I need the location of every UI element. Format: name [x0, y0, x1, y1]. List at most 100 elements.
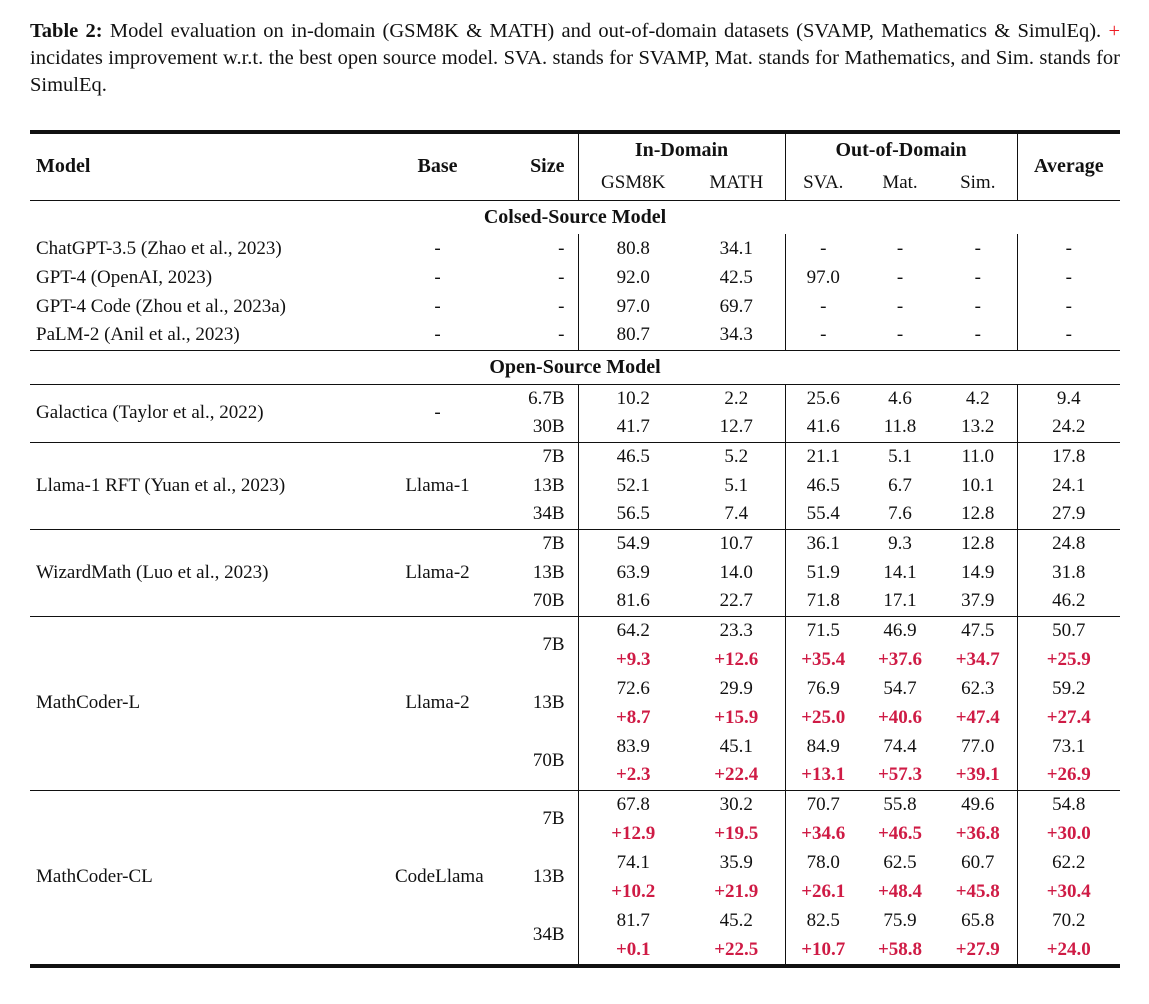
value-cell: 34.1 [719, 237, 753, 259]
value-cell: 78.0 [784, 848, 862, 877]
delta-value-cell: +12.9 [577, 819, 688, 848]
delta-value-cell: +24.0 [1016, 935, 1121, 964]
delta-value-cell: +39.1 [955, 764, 1000, 786]
value-cell: 62.5 [883, 851, 917, 873]
value-cell: 52.1 [577, 471, 688, 500]
size-cell: 70B [532, 590, 565, 612]
value-cell: 25.6 [784, 384, 862, 413]
table-row: GPT-4 (OpenAI, 2023) - -92.0 42.5 97.0- - - [30, 263, 1121, 292]
size-cell: 13B [532, 692, 565, 713]
value-cell: 4.6 [888, 387, 912, 409]
delta-value-cell: +26.9 [1016, 761, 1121, 790]
delta-value-cell: +45.8 [955, 880, 1000, 902]
value-cell: 41.6 [784, 413, 862, 442]
value-cell: 14.0 [719, 561, 753, 583]
delta-value-cell: +0.1 [577, 935, 688, 964]
base-cell: Llama-2 [405, 561, 470, 583]
value-cell: - [974, 295, 981, 317]
delta-value-cell: +2.3 [577, 761, 688, 790]
value-cell: 13.2 [961, 416, 995, 438]
value-cell: 74.1 [577, 848, 688, 877]
value-cell: 72.6 [577, 674, 688, 703]
value-cell: 22.7 [719, 590, 753, 612]
value-cell: 82.5 [784, 906, 862, 935]
table-row: 30B 41.7 12.7 41.6 11.8 13.2 24.2 [30, 413, 1121, 442]
value-cell: 69.7 [719, 295, 753, 317]
value-cell: 24.2 [1016, 413, 1121, 442]
value-cell: - [974, 237, 981, 259]
size-cell: - [558, 295, 565, 317]
delta-value-cell: +21.9 [714, 880, 759, 902]
value-cell: 55.8 [883, 793, 917, 815]
table-header: Model Base Size In-Domain Out-of-Domain … [30, 134, 1121, 200]
value-cell: 80.7 [577, 321, 688, 350]
delta-value-cell: +30.0 [1016, 819, 1121, 848]
table-row: 13B 63.9 14.0 51.9 14.1 14.9 31.8 [30, 558, 1121, 587]
table-top-double-rule [30, 130, 1120, 134]
table-row: Llama-1 RFT (Yuan et al., 2023) Llama-1 7B… [30, 442, 1121, 496]
table-row: 34B 81.7 45.2 82.5 75.9 65.8 70.2 [30, 906, 1121, 945]
value-cell: 14.1 [883, 561, 917, 583]
value-cell: 37.9 [961, 590, 995, 612]
value-cell: 7.6 [888, 503, 912, 525]
value-cell: 65.8 [961, 909, 995, 931]
delta-value-cell: +22.5 [714, 938, 759, 960]
size-cell: 7B [542, 445, 565, 467]
value-cell: 74.4 [883, 735, 917, 757]
value-cell: - [974, 266, 981, 288]
header-model: Model [36, 155, 91, 178]
table-row: 13B 72.6 29.9 76.9 54.7 62.3 59.2 [30, 674, 1121, 713]
delta-row: +9.3 +12.6 +35.4 +37.6 +34.7 +25.9 [30, 645, 1121, 674]
model-block: MathCoder-L Llama-2 7B 64.2 23.3 71.5 46.9 47.5… [30, 616, 1121, 790]
model-name-cell: MathCoder-CL [36, 866, 153, 888]
base-cell: CodeLlama [395, 866, 484, 888]
table-bottom-double-rule [30, 964, 1120, 968]
model-block: MathCoder-CL CodeLlama 7B 67.8 30.2 70.7 55.8 4… [30, 790, 1121, 964]
header-group-out-of-domain: Out-of-Domain [784, 134, 1018, 166]
value-cell: 23.3 [719, 619, 753, 641]
caption-text-1: Model evaluation on in-domain (GSM8K & M… [109, 20, 1102, 42]
value-cell: 54.8 [1016, 790, 1121, 819]
value-cell: 11.8 [883, 416, 917, 438]
delta-value-cell: +12.6 [714, 648, 759, 670]
value-cell: 73.1 [1016, 732, 1121, 761]
value-cell: 10.1 [961, 474, 995, 496]
delta-value-cell: +34.7 [955, 648, 1000, 670]
size-cell: 34B [532, 503, 565, 525]
value-cell: 31.8 [1016, 558, 1121, 587]
table-row: 70B 81.6 22.7 71.8 17.1 37.9 46.2 [30, 587, 1121, 616]
model-name-cell: PaLM-2 (Anil et al., 2023) [36, 324, 240, 346]
value-cell: 9.4 [1016, 384, 1121, 413]
model-name-cell: GPT-4 Code (Zhou et al., 2023a) [36, 295, 286, 317]
value-cell: 71.5 [784, 616, 862, 645]
delta-value-cell: +26.1 [784, 877, 862, 906]
value-cell: 46.5 [784, 471, 862, 500]
value-cell: 54.7 [883, 677, 917, 699]
header-sim: Sim. [960, 171, 996, 193]
size-cell: 13B [532, 474, 565, 496]
value-cell: 92.0 [577, 263, 688, 292]
delta-value-cell: +37.6 [877, 648, 923, 670]
value-cell: 35.9 [719, 851, 753, 873]
table-row: Galactica (Taylor et al., 2022) - 6.7B 10.2… [30, 384, 1121, 423]
value-cell: 50.7 [1016, 616, 1121, 645]
value-cell: 41.7 [577, 413, 688, 442]
value-cell: 10.2 [577, 384, 688, 413]
value-cell: 84.9 [784, 732, 862, 761]
delta-row: +12.9 +19.5 +34.6 +46.5 +36.8 +30.0 [30, 819, 1121, 848]
value-cell: 62.3 [961, 677, 995, 699]
section-title-row: Colsed-Source Model [30, 200, 1120, 234]
value-cell: - [896, 266, 904, 288]
delta-value-cell: +48.4 [877, 880, 923, 902]
delta-value-cell: +9.3 [577, 645, 688, 674]
base-cell: Llama-2 [405, 692, 470, 713]
model-block: ChatGPT-3.5 (Zhao et al., 2023) - -80.8 34.… [30, 234, 1121, 350]
delta-row: +0.1 +22.5 +10.7 +58.8 +27.9 +24.0 [30, 935, 1121, 964]
base-cell: - [434, 295, 441, 317]
value-cell: 55.4 [784, 500, 862, 529]
base-cell: - [434, 266, 441, 288]
size-cell: 7B [542, 808, 565, 830]
value-cell: - [1016, 263, 1121, 292]
value-cell: 6.7 [888, 474, 912, 496]
model-block: Galactica (Taylor et al., 2022) - 6.7B 10.2… [30, 384, 1121, 442]
